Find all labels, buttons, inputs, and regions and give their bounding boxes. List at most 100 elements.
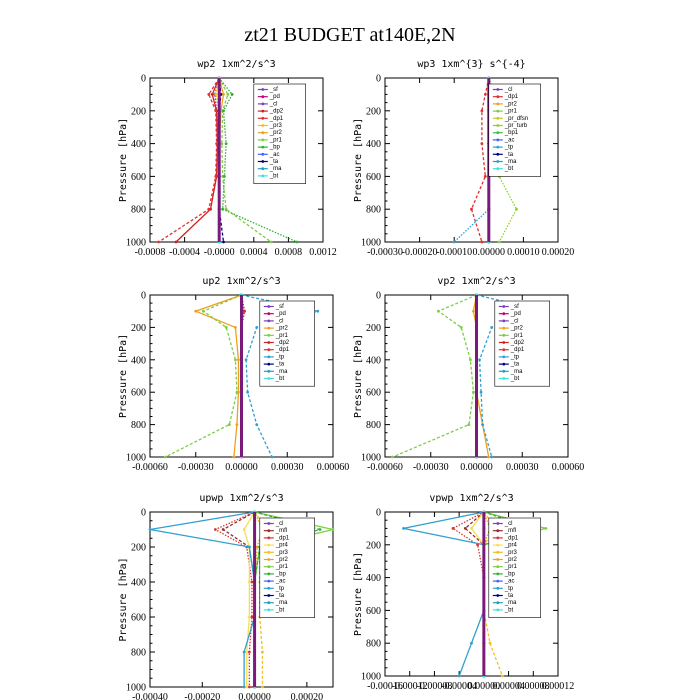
y-tick-label: 600	[131, 172, 146, 183]
panel-title: up2 1xm^2/s^3	[202, 276, 280, 287]
x-tick-label: -0.00016	[367, 681, 403, 692]
series-point	[391, 455, 395, 459]
legend-marker	[496, 543, 500, 547]
legend-marker	[496, 536, 500, 540]
series-point	[481, 423, 484, 426]
y-tick-label: 0	[376, 508, 381, 519]
legend-entry: _ma	[269, 166, 282, 172]
legend-entry: _ma	[504, 159, 517, 165]
legend-marker	[267, 377, 271, 380]
legend-entry: _ac	[504, 579, 515, 585]
series-point	[214, 109, 218, 113]
legend-marker	[267, 522, 271, 525]
legend-marker	[267, 319, 271, 323]
legend-marker	[261, 152, 265, 156]
legend-marker	[267, 362, 271, 366]
legend-marker	[267, 312, 271, 316]
legend-entry: _pr4	[275, 543, 289, 549]
legend-entry: _dp1	[269, 116, 284, 122]
y-tick-label: 200	[366, 540, 381, 551]
series-point	[479, 390, 483, 394]
y-tick-label: 800	[131, 205, 146, 216]
legend-marker	[267, 572, 271, 576]
series-point	[232, 455, 236, 459]
legend-entry: _cl	[275, 318, 284, 324]
series-point	[544, 527, 548, 530]
x-tick-label: 0.00004	[492, 681, 525, 692]
series-point	[227, 423, 231, 426]
legend-marker	[502, 348, 506, 352]
series-point	[255, 545, 259, 549]
series-point	[255, 326, 259, 329]
legend-marker	[496, 88, 500, 91]
legend-marker	[496, 586, 500, 590]
legend-entry: _bp	[504, 571, 516, 577]
legend-entry: _pd	[275, 311, 286, 317]
y-tick-label: 400	[366, 573, 381, 584]
legend-marker	[261, 88, 265, 91]
x-tick-label: 0.00010	[507, 247, 540, 258]
y-tick-label: 400	[131, 139, 146, 150]
series-point	[490, 326, 494, 329]
legend-entry: _ma	[510, 369, 523, 375]
series-point	[246, 390, 250, 394]
x-tick-label: 0.00012	[542, 681, 575, 692]
series-point	[222, 109, 225, 113]
series-point	[214, 93, 218, 96]
series-point	[226, 93, 230, 96]
x-tick-label: 0.00000	[473, 247, 506, 258]
series-point	[480, 240, 484, 244]
legend-marker	[502, 369, 506, 373]
legend-entry: _pr1	[510, 333, 524, 339]
legend-marker	[261, 138, 265, 142]
y-tick-label: 600	[366, 388, 381, 399]
series-point	[452, 240, 456, 244]
legend-marker	[267, 326, 271, 330]
panel-title: upwp 1xm^2/s^3	[199, 493, 283, 504]
series-point	[480, 142, 484, 146]
series-point	[157, 240, 161, 244]
series-point	[245, 650, 249, 654]
series-point	[295, 240, 299, 244]
series-point	[487, 455, 491, 459]
series-point	[222, 93, 225, 96]
series-point	[472, 309, 475, 313]
series-point	[250, 615, 254, 619]
panel-5: upwp 1xm^2/s^3 Pressure [hPa] 0 200 400 600 80…	[118, 493, 335, 700]
legend-marker	[267, 565, 271, 569]
series-point	[470, 527, 473, 530]
x-tick-label: -0.0008	[135, 247, 166, 258]
legend-entry: _sf	[510, 304, 519, 310]
series-point	[451, 527, 455, 530]
legend-entry: _ac	[275, 579, 286, 585]
legend-entry: _pr2	[504, 101, 518, 107]
panel-2: wp3 1xm^{3} s^{-4} Pressure [hPa] 0 200 400 6…	[353, 59, 574, 258]
legend-entry: _sf	[275, 304, 284, 310]
legend-marker	[496, 138, 500, 142]
legend-marker	[496, 160, 500, 163]
series-point	[261, 685, 264, 689]
legend-marker	[496, 565, 500, 569]
panel-title: wp2 1xm^2/s^3	[197, 59, 275, 70]
series-point	[235, 390, 239, 394]
series-point	[247, 650, 251, 654]
y-tick-label: 200	[131, 323, 146, 334]
legend-marker	[496, 550, 500, 554]
y-tick-label: 800	[366, 639, 381, 650]
legend-entry: _tp	[275, 586, 285, 592]
legend-marker	[261, 167, 265, 171]
y-tick-label: 800	[131, 420, 146, 431]
series-point	[402, 527, 405, 530]
y-tick-label: 200	[366, 106, 381, 117]
x-tick-label: -0.00010	[436, 247, 472, 258]
legend-entry: _pr1	[504, 109, 518, 115]
legend-entry: _ma	[275, 369, 288, 375]
legend-entry: _mfl	[504, 528, 516, 534]
y-tick-label: 1000	[361, 238, 381, 249]
series-point	[220, 142, 224, 146]
legend-marker	[261, 174, 265, 178]
legend-marker	[502, 341, 506, 344]
legend-marker	[496, 131, 500, 135]
legend-marker	[267, 608, 271, 612]
series-point	[318, 528, 322, 531]
